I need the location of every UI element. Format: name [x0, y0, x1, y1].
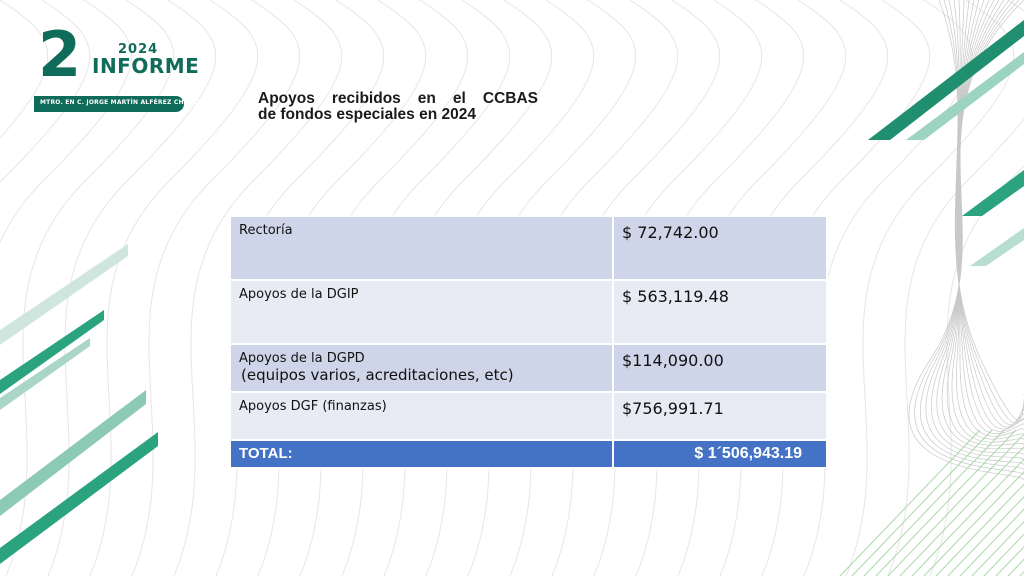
hatch-line	[935, 483, 1024, 576]
total-value: $ 1´506,943.19	[612, 439, 828, 469]
row-label: Apoyos de la DGIP	[229, 279, 614, 345]
hatch-line	[959, 508, 1024, 576]
hatch-line	[1007, 558, 1024, 576]
total-label: TOTAL:	[229, 439, 614, 469]
logo-number: 2	[38, 18, 81, 91]
hatch-line	[995, 546, 1024, 576]
row-value: $ 72,742.00	[612, 215, 828, 281]
wave-line	[131, 0, 301, 576]
hatch-line	[851, 429, 993, 576]
table-row: Apoyos de la DGIP $ 563,119.48	[229, 279, 828, 345]
mesh-line	[948, 0, 1024, 426]
informe-logo: 2 2024 INFORME MTRO. EN C. JORGE MARTÍN …	[34, 18, 202, 116]
row-label-detail: (equipos varios, acreditaciones, etc)	[241, 366, 514, 384]
table-row: Apoyos DGF (finanzas) $756,991.71	[229, 391, 828, 441]
row-label: Apoyos de la DGPD	[239, 351, 365, 366]
table-row: Rectoría $ 72,742.00	[229, 215, 828, 281]
logo-year: 2024	[118, 42, 159, 57]
slide-title: Apoyos recibidos en el CCBAS de fondos e…	[258, 91, 538, 123]
hatch-line	[899, 445, 1024, 576]
hatch-line	[863, 429, 1005, 576]
logo-word: INFORME	[92, 54, 200, 78]
hatch-line	[983, 533, 1024, 576]
left-stripes	[0, 244, 158, 564]
wave-line	[173, 0, 343, 576]
hatch-line	[875, 429, 1017, 576]
wave-line	[5, 0, 175, 576]
row-value: $ 563,119.48	[612, 279, 828, 345]
total-row: TOTAL: $ 1´506,943.19	[229, 439, 828, 469]
mesh-line	[953, 0, 1024, 428]
mesh-line	[957, 0, 1024, 434]
logo-author: MTRO. EN C. JORGE MARTÍN ALFÉREZ CHÁVEZ	[40, 99, 202, 106]
hatch-line	[839, 429, 981, 576]
wave-line	[0, 0, 49, 139]
hatch-line	[923, 470, 1024, 576]
hatch-line	[1019, 571, 1024, 576]
row-value: $114,090.00	[612, 343, 828, 393]
wave-line	[89, 0, 259, 576]
row-value: $756,991.71	[612, 391, 828, 441]
wave-line	[0, 0, 133, 244]
title-line-2: de fondos especiales en 2024	[258, 106, 476, 123]
hatch-line	[887, 433, 1024, 576]
hatch-line	[911, 458, 1024, 576]
funds-table: Rectoría $ 72,742.00 Apoyos de la DGIP $…	[229, 215, 828, 469]
row-label: Apoyos DGF (finanzas)	[229, 391, 614, 441]
row-label: Rectoría	[229, 215, 614, 281]
row-label-cell: Apoyos de la DGPD (equipos varios, acred…	[229, 343, 614, 393]
table-row: Apoyos de la DGPD (equipos varios, acred…	[229, 343, 828, 393]
right-stripes	[868, 20, 1024, 266]
hatch-line	[947, 496, 1024, 576]
hatch-line	[971, 521, 1024, 576]
logo-bar	[34, 96, 184, 112]
wave-line	[0, 0, 91, 183]
title-line-1: Apoyos recibidos en el CCBAS	[258, 90, 538, 107]
mesh-line	[956, 0, 1024, 432]
wave-line	[887, 0, 1024, 576]
